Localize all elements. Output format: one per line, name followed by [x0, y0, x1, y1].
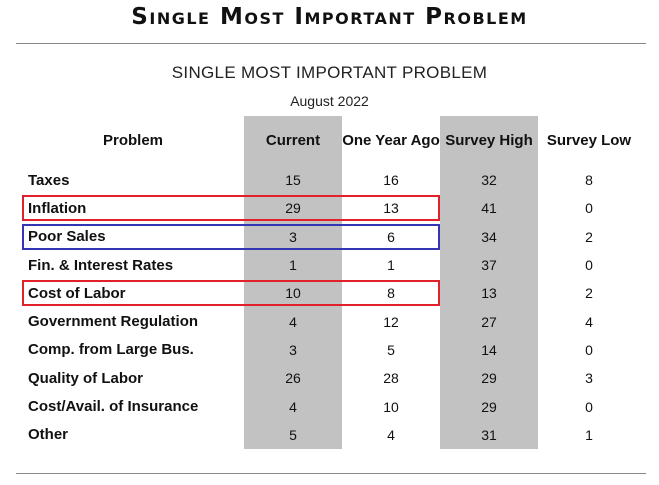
problem-cell: Fin. & Interest Rates — [28, 256, 174, 274]
column-header-problem: Problem — [102, 132, 163, 149]
table-row: Taxes 15 16 32 8 — [22, 166, 640, 194]
top-divider — [16, 43, 646, 44]
table-row: Government Regulation 4 12 27 4 — [22, 307, 640, 335]
problem-cell: Inflation — [28, 199, 87, 217]
table-date: August 2022 — [290, 93, 369, 109]
one-year-ago-cell: 28 — [383, 370, 399, 387]
survey-high-cell: 29 — [481, 370, 497, 387]
bottom-divider — [16, 473, 646, 474]
survey-low-cell: 1 — [585, 426, 593, 443]
problem-table: Problem Current One Year Ago Survey High… — [22, 116, 640, 449]
current-cell: 10 — [285, 285, 301, 302]
one-year-ago-cell: 1 — [387, 257, 395, 274]
problem-cell: Cost/Avail. of Insurance — [28, 398, 199, 416]
highlight-box — [22, 280, 440, 306]
current-cell: 4 — [289, 398, 297, 415]
survey-low-cell: 4 — [585, 313, 593, 330]
column-header-survey-high: Survey High — [445, 132, 533, 149]
survey-low-cell: 0 — [585, 341, 593, 358]
table-row: Cost/Avail. of Insurance 4 10 29 0 — [22, 392, 640, 420]
current-column-shading — [244, 116, 342, 449]
table-row: Fin. & Interest Rates 1 1 37 0 — [22, 251, 640, 279]
survey-high-cell: 29 — [481, 398, 497, 415]
survey-high-column-shading — [440, 116, 538, 449]
table-body: Taxes 15 16 32 8 Inflation 29 13 41 0 Poor Sales 3 6… — [22, 166, 640, 449]
survey-low-cell: 0 — [585, 257, 593, 274]
one-year-ago-cell: 8 — [387, 285, 395, 302]
survey-high-cell: 13 — [481, 285, 497, 302]
table-row: Comp. from Large Bus. 3 5 14 0 — [22, 336, 640, 364]
survey-low-cell: 3 — [585, 370, 593, 387]
one-year-ago-cell: 10 — [383, 398, 399, 415]
problem-cell: Quality of Labor — [28, 369, 144, 387]
problem-cell: Taxes — [28, 171, 70, 189]
highlight-box — [22, 195, 440, 221]
survey-high-cell: 37 — [481, 257, 497, 274]
one-year-ago-cell: 4 — [387, 426, 395, 443]
survey-low-cell: 8 — [585, 172, 593, 189]
current-cell: 1 — [289, 257, 297, 274]
problem-cell: Poor Sales — [28, 228, 106, 246]
table-row: Poor Sales 3 6 34 2 — [22, 223, 640, 251]
survey-high-cell: 32 — [481, 172, 497, 189]
current-cell: 3 — [289, 228, 297, 245]
current-cell: 4 — [289, 313, 297, 330]
problem-cell: Other — [28, 426, 69, 444]
table-row: Quality of Labor 26 28 29 3 — [22, 364, 640, 392]
table-row: Cost of Labor 10 8 13 2 — [22, 279, 640, 307]
table-row: Inflation 29 13 41 0 — [22, 194, 640, 222]
current-cell: 3 — [289, 341, 297, 358]
survey-low-cell: 2 — [585, 285, 593, 302]
problem-cell: Comp. from Large Bus. — [28, 341, 194, 359]
one-year-ago-cell: 13 — [383, 200, 399, 217]
column-header-current: Current — [265, 132, 321, 149]
highlight-box — [22, 224, 440, 250]
survey-low-cell: 2 — [585, 228, 593, 245]
current-cell: 26 — [285, 370, 301, 387]
survey-high-cell: 27 — [481, 313, 497, 330]
column-header-survey-low: Survey Low — [546, 132, 632, 149]
survey-high-cell: 34 — [481, 228, 497, 245]
current-cell: 29 — [285, 200, 301, 217]
survey-high-cell: 14 — [481, 341, 497, 358]
survey-low-cell: 0 — [585, 398, 593, 415]
current-cell: 15 — [285, 172, 301, 189]
page-title: Single Most Important Problem — [131, 4, 528, 30]
problem-cell: Government Regulation — [28, 313, 199, 331]
table-row: Other 5 4 31 1 — [22, 421, 640, 449]
one-year-ago-cell: 16 — [383, 172, 399, 189]
problem-cell: Cost of Labor — [28, 284, 126, 302]
survey-high-cell: 41 — [481, 200, 497, 217]
one-year-ago-cell: 12 — [383, 313, 399, 330]
survey-low-cell: 0 — [585, 200, 593, 217]
one-year-ago-cell: 6 — [387, 228, 395, 245]
column-header-one-year-ago: One Year Ago — [342, 132, 440, 149]
table-title: SINGLE MOST IMPORTANT PROBLEM — [171, 63, 488, 82]
current-cell: 5 — [289, 426, 297, 443]
one-year-ago-cell: 5 — [387, 341, 395, 358]
table-header-row: Problem Current One Year Ago Survey High… — [22, 116, 640, 166]
survey-high-cell: 31 — [481, 426, 497, 443]
